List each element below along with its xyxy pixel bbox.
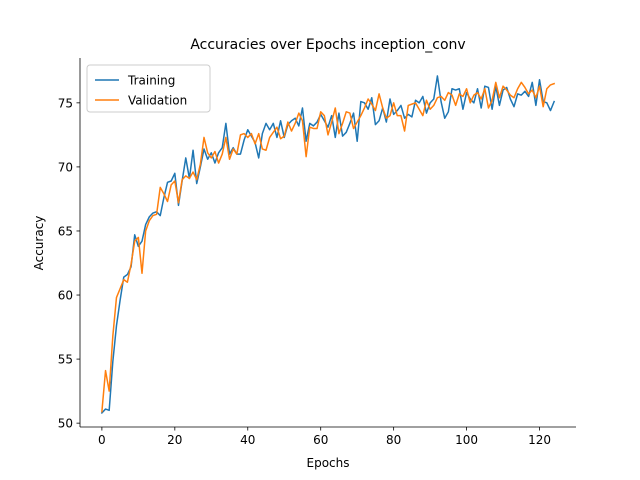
x-axis-label: Epochs [307,456,350,470]
legend: Training Validation [86,64,211,113]
series-layer [100,75,556,414]
y-tick-label: 65 [58,224,73,238]
legend-label-training: Training [127,74,175,88]
x-tick-label: 60 [313,433,328,447]
x-tick-label: 0 [98,433,106,447]
x-tick-label: 100 [455,433,478,447]
y-tick-label: 75 [58,96,73,110]
y-tick-label: 60 [58,289,73,303]
y-axis-label: Accuracy [32,216,46,271]
x-tick-label: 80 [386,433,401,447]
x-tick-label: 120 [528,433,551,447]
legend-label-validation: Validation [128,94,187,108]
axes-layer: 0 20 40 60 80 100 120 50 55 60 65 70 75 [58,58,576,447]
y-tick-label: 70 [58,160,73,174]
chart-title: Accuracies over Epochs inception_conv [190,37,465,53]
series-line-validation [101,81,556,413]
x-tick-label: 20 [167,433,182,447]
x-tick-label: 40 [240,433,255,447]
y-tick-label: 55 [58,353,73,367]
y-tick-label: 50 [58,417,73,431]
